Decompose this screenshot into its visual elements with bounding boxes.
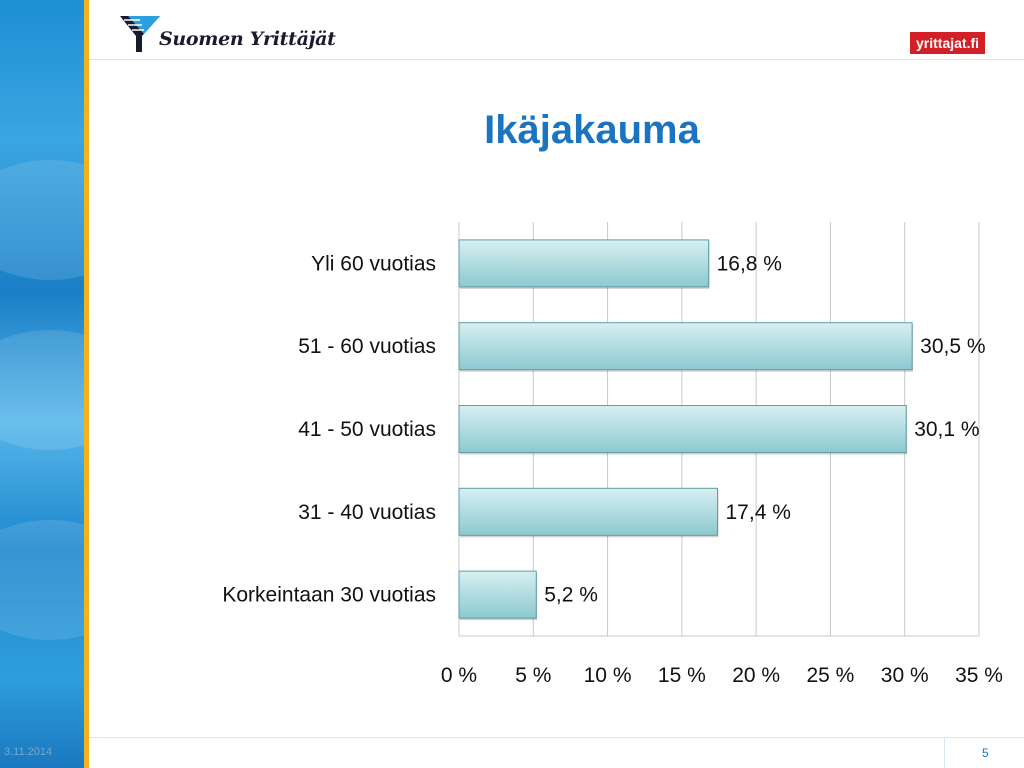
suomen-yrittajat-logo-icon bbox=[120, 16, 160, 52]
x-tick-label: 20 % bbox=[732, 664, 780, 687]
x-tick-label: 5 % bbox=[515, 664, 551, 687]
band-wave-shape bbox=[0, 330, 84, 450]
footer-separator bbox=[944, 738, 945, 768]
data-label: 30,5 % bbox=[920, 335, 985, 358]
accent-line bbox=[84, 0, 89, 768]
x-tick-label: 35 % bbox=[955, 664, 1003, 687]
page-number: 5 bbox=[982, 746, 989, 760]
data-label: 17,4 % bbox=[726, 501, 791, 524]
data-label: 16,8 % bbox=[717, 252, 782, 275]
data-label: 30,1 % bbox=[914, 418, 979, 441]
category-label: 41 - 50 vuotias bbox=[298, 418, 436, 441]
x-tick-label: 30 % bbox=[881, 664, 929, 687]
category-label: 51 - 60 vuotias bbox=[298, 335, 436, 358]
x-tick-label: 10 % bbox=[584, 664, 632, 687]
logo-text: Suomen Yrittäjät bbox=[159, 28, 336, 50]
category-label: Korkeintaan 30 vuotias bbox=[222, 584, 436, 607]
bar bbox=[458, 570, 537, 619]
header-divider bbox=[89, 59, 1024, 60]
x-tick-label: 25 % bbox=[806, 664, 854, 687]
bar bbox=[458, 405, 907, 453]
bar bbox=[458, 487, 719, 536]
data-label: 5,2 % bbox=[544, 584, 598, 607]
brand-badge[interactable]: yrittajat.fi bbox=[910, 32, 986, 54]
band-wave-shape bbox=[0, 520, 84, 640]
x-tick-label: 0 % bbox=[441, 664, 477, 687]
x-tick-label: 15 % bbox=[658, 664, 706, 687]
left-decorative-band bbox=[0, 0, 84, 768]
footer-divider bbox=[89, 737, 1024, 738]
bar bbox=[458, 322, 913, 371]
category-label: 31 - 40 vuotias bbox=[298, 501, 436, 524]
footer-date: 3.11.2014 bbox=[4, 746, 53, 758]
bar bbox=[458, 239, 710, 288]
category-label: Yli 60 vuotias bbox=[311, 252, 436, 275]
band-wave-shape bbox=[0, 160, 84, 280]
slide-title: Ikäjakauma bbox=[484, 108, 700, 152]
